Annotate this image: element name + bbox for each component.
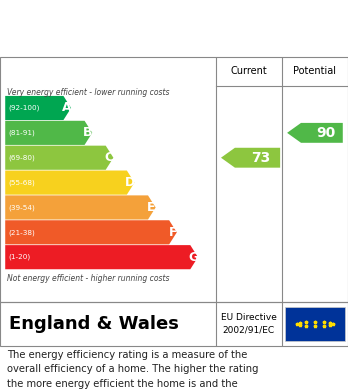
Polygon shape xyxy=(287,123,343,143)
Text: Not energy efficient - higher running costs: Not energy efficient - higher running co… xyxy=(7,274,169,283)
Polygon shape xyxy=(5,170,135,195)
Text: Current: Current xyxy=(230,66,267,76)
Text: A: A xyxy=(62,102,72,115)
Polygon shape xyxy=(5,196,156,219)
Polygon shape xyxy=(5,220,177,244)
Text: 90: 90 xyxy=(316,126,335,140)
Text: (81-91): (81-91) xyxy=(9,129,35,136)
Text: F: F xyxy=(168,226,177,239)
Polygon shape xyxy=(5,146,113,170)
Bar xyxy=(285,307,345,341)
Polygon shape xyxy=(5,121,92,145)
Text: 73: 73 xyxy=(251,151,271,165)
Text: (69-80): (69-80) xyxy=(9,154,35,161)
Text: Potential: Potential xyxy=(293,66,337,76)
Text: E: E xyxy=(147,201,156,214)
Text: (55-68): (55-68) xyxy=(9,179,35,186)
Text: (1-20): (1-20) xyxy=(9,254,31,260)
Text: Energy Efficiency Rating: Energy Efficiency Rating xyxy=(10,9,232,24)
Text: (92-100): (92-100) xyxy=(9,105,40,111)
Text: D: D xyxy=(125,176,135,189)
Polygon shape xyxy=(5,96,71,120)
Text: G: G xyxy=(189,251,199,264)
Text: The energy efficiency rating is a measure of the
overall efficiency of a home. T: The energy efficiency rating is a measur… xyxy=(7,350,259,391)
Text: EU Directive
2002/91/EC: EU Directive 2002/91/EC xyxy=(221,313,277,335)
Text: B: B xyxy=(83,126,93,139)
Text: (21-38): (21-38) xyxy=(9,229,35,235)
Polygon shape xyxy=(221,148,280,168)
Polygon shape xyxy=(5,245,198,269)
Text: England & Wales: England & Wales xyxy=(9,315,179,333)
Text: C: C xyxy=(105,151,114,164)
Text: Very energy efficient - lower running costs: Very energy efficient - lower running co… xyxy=(7,88,169,97)
Text: (39-54): (39-54) xyxy=(9,204,35,211)
